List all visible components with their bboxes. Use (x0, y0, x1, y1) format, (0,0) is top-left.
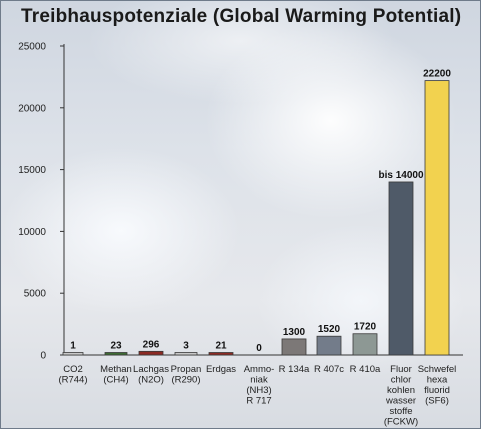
data-label: 1 (70, 341, 76, 352)
data-label: 1520 (318, 324, 341, 335)
x-tick-label: (N2O) (138, 375, 164, 386)
x-tick-label: stoffe (389, 406, 412, 417)
x-tick-label: (R744) (58, 375, 87, 386)
bar (316, 335, 342, 356)
chart-title: Treibhauspotenziale (Global Warming Pote… (21, 6, 462, 27)
bar (174, 352, 198, 356)
bar (388, 181, 414, 356)
x-tick-label: chlor (391, 375, 412, 386)
data-label: 3 (183, 341, 189, 352)
bar (424, 80, 450, 356)
y-tick-label: 20000 (18, 103, 46, 114)
x-tick-label: (FCKW) (384, 417, 418, 428)
x-tick-label: Ammo- (244, 364, 275, 375)
x-tick-label: fluorid (424, 385, 450, 396)
x-tick-label: (SF6) (425, 396, 449, 407)
x-tick-label: (CH4) (103, 375, 128, 386)
x-tick-label: Erdgas (206, 364, 236, 375)
data-label: 0 (256, 343, 262, 354)
x-tick-label: wasser (385, 396, 416, 407)
y-tick-label: 15000 (18, 165, 46, 176)
x-tick-label: CO2 (63, 364, 83, 375)
x-tick-label: hexa (427, 375, 448, 386)
data-label: 1300 (283, 327, 306, 338)
y-tick-label: 25000 (18, 42, 46, 53)
y-tick-label: 0 (40, 351, 46, 362)
x-tick-label: Propan (171, 364, 202, 375)
bar (104, 352, 128, 356)
x-tick-label: Fluor (390, 364, 412, 375)
x-tick-label: R 717 (246, 396, 271, 407)
bar (62, 352, 84, 356)
x-tick-label: niak (250, 375, 268, 386)
x-tick-label: Lachgas (133, 364, 169, 375)
data-label: 23 (110, 341, 122, 352)
data-label: 22200 (423, 69, 451, 80)
x-tick-label: (R290) (171, 375, 200, 386)
y-tick-label: 5000 (24, 289, 47, 300)
y-tick-label: 10000 (18, 227, 46, 238)
bar (138, 350, 164, 356)
data-label: 21 (215, 341, 227, 352)
data-label: 296 (143, 339, 160, 350)
bar (352, 333, 378, 356)
x-tick-label: Methan (100, 364, 132, 375)
bar (281, 338, 307, 356)
x-tick-label: (NH3) (246, 385, 271, 396)
data-label: 1720 (354, 322, 377, 333)
x-tick-label: R 407c (314, 364, 344, 375)
x-tick-label: R 410a (350, 364, 381, 375)
x-tick-label: R 134a (279, 364, 310, 375)
x-tick-label: Schwefel (418, 364, 457, 375)
bar (208, 352, 234, 356)
x-tick-label: kohlen (387, 385, 415, 396)
data-label: bis 14000 (378, 170, 423, 181)
